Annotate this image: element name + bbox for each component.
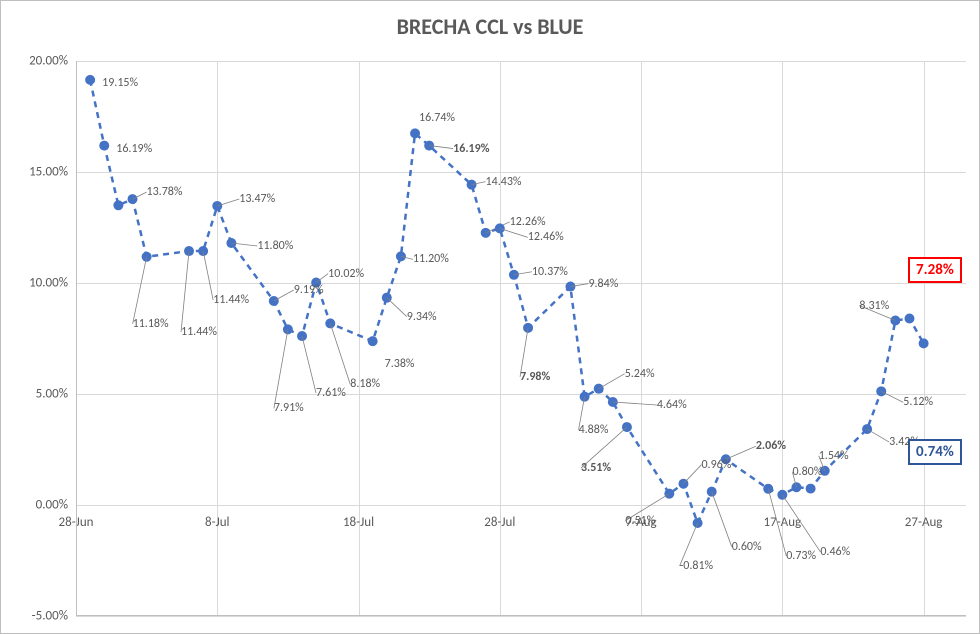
data-label: 10.37% [532, 265, 568, 279]
data-label: 13.78% [147, 185, 183, 199]
chart-title: BRECHA CCL vs BLUE [1, 13, 979, 40]
leader-line [782, 495, 820, 552]
data-point-marker [919, 338, 929, 348]
leader-line [203, 251, 213, 300]
data-label: 16.19% [453, 142, 489, 156]
leader-line [302, 336, 316, 393]
data-label: 9.34% [407, 310, 437, 324]
data-label: 0.46% [820, 545, 850, 559]
data-label: 11.18% [133, 317, 169, 331]
data-label: 16.19% [116, 142, 152, 156]
data-point-marker [85, 75, 95, 85]
data-label: 2.06% [756, 439, 786, 453]
data-label: 11.80% [257, 239, 293, 253]
data-label: 9.19% [294, 283, 324, 297]
data-label: 19.15% [102, 76, 138, 90]
data-label: 4.64% [657, 398, 687, 412]
data-label: 0.60% [732, 540, 762, 554]
leader-line [867, 429, 889, 442]
data-label: 8.31% [859, 299, 889, 313]
data-label: 5.12% [903, 395, 933, 409]
plot-area: -5.00%0.00%5.00%10.00%15.00%20.00%28-Jun… [76, 61, 966, 616]
highlight-label: 0.74% [908, 439, 962, 465]
leader-line [881, 391, 903, 402]
data-point-marker [396, 251, 406, 261]
leader-line [387, 298, 407, 317]
data-label: 9.84% [588, 277, 618, 291]
data-label: 12.46% [528, 230, 564, 244]
data-label: 3.51% [581, 461, 611, 475]
data-label: 14.43% [486, 175, 522, 189]
data-point-marker [128, 194, 138, 204]
data-label: 7.61% [316, 386, 346, 400]
data-point-marker [410, 128, 420, 138]
y-axis-tick-label: 0.00% [36, 498, 76, 513]
data-label: 1.54% [819, 449, 849, 463]
data-point-marker [904, 314, 914, 324]
data-label: 11.44% [181, 325, 217, 339]
chart-container: BRECHA CCL vs BLUE -5.00%0.00%5.00%10.00… [0, 0, 980, 634]
y-axis-tick-label: 15.00% [29, 165, 76, 180]
data-point-marker [113, 200, 123, 210]
leader-line [613, 402, 657, 405]
data-label: 7.91% [274, 401, 304, 415]
data-label: 8.18% [350, 377, 380, 391]
leader-line [274, 290, 294, 301]
data-label: 13.47% [239, 192, 275, 206]
data-label: 7.98% [520, 370, 550, 384]
y-axis-tick-label: 10.00% [29, 276, 76, 291]
data-point-marker [99, 141, 109, 151]
data-label: 11.44% [213, 293, 249, 307]
data-label: 0.51% [625, 514, 655, 528]
data-label: 10.02% [328, 267, 364, 281]
data-label: 0.80% [792, 465, 822, 479]
highlight-label: 7.28% [908, 257, 962, 283]
y-axis-tick-label: 5.00% [36, 387, 76, 402]
data-label: 16.74% [419, 111, 455, 125]
leader-line [683, 465, 701, 484]
leader-line [133, 257, 147, 324]
leader-line [712, 492, 732, 547]
data-label: 0.73% [786, 549, 816, 563]
data-label: 0.96% [701, 458, 731, 472]
data-point-marker [325, 318, 335, 328]
data-point-marker [198, 246, 208, 256]
leader-line [330, 323, 350, 384]
data-point-marker [368, 336, 378, 346]
leader-line [599, 374, 625, 389]
leader-line [500, 228, 528, 237]
leader-line [181, 251, 189, 332]
y-axis-tick-label: 20.00% [29, 54, 76, 69]
data-label: -0.81% [680, 559, 714, 573]
data-label: 5.24% [625, 367, 655, 381]
data-label: 11.20% [413, 252, 449, 266]
data-point-marker [297, 331, 307, 341]
data-label: 4.88% [579, 423, 609, 437]
data-point-marker [806, 484, 816, 494]
gridline-horizontal [76, 616, 966, 617]
y-axis-tick-label: -5.00% [32, 609, 76, 624]
data-label: 7.38% [385, 357, 415, 371]
data-label: 12.26% [510, 215, 546, 229]
leader-line [274, 329, 288, 408]
